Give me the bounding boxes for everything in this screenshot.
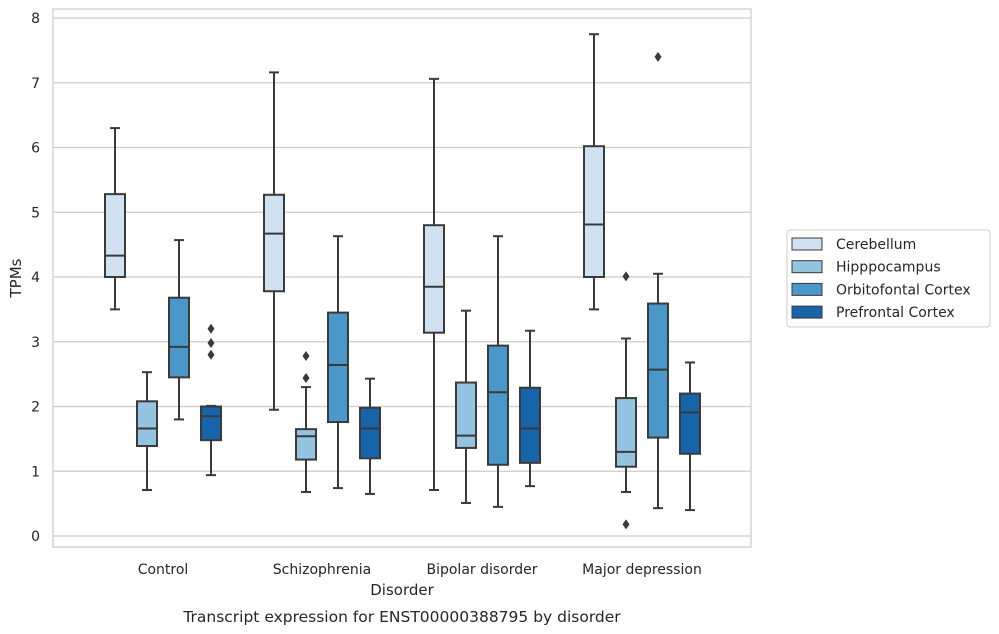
iqr-box xyxy=(519,386,541,464)
iqr-box xyxy=(423,224,445,334)
box-orbitofontal-cortex xyxy=(647,51,669,510)
box-prefrontal-cortex xyxy=(359,377,381,495)
y-axis-title: TPMs xyxy=(7,258,25,298)
y-axis-tick-labels: 0 1 2 3 4 5 6 7 8 xyxy=(31,11,40,545)
legend-label: Hipppocampus xyxy=(836,260,941,276)
box-orbitofontal-cortex xyxy=(487,235,509,508)
iqr-box xyxy=(295,428,317,461)
iqr-box xyxy=(136,400,158,447)
legend: Cerebellum Hipppocampus Orbitofontal Corte… xyxy=(786,229,991,328)
iqr-box xyxy=(263,193,285,293)
legend-swatch xyxy=(791,237,823,251)
y-tick-label: 2 xyxy=(31,400,40,416)
box-hipppocampus xyxy=(136,371,158,492)
iqr-box xyxy=(487,344,509,466)
legend-label: Cerebellum xyxy=(836,237,916,253)
outlier-point xyxy=(654,51,662,62)
y-gridlines xyxy=(53,17,751,537)
outlier-point xyxy=(622,271,630,282)
y-tick-label: 7 xyxy=(31,76,40,92)
iqr-box xyxy=(583,145,605,278)
iqr-box xyxy=(168,296,190,379)
legend-label: Prefrontal Cortex xyxy=(836,305,955,321)
box-orbitofontal-cortex xyxy=(327,235,349,490)
y-tick-label: 5 xyxy=(31,205,40,221)
box-orbitofontal-cortex xyxy=(168,239,190,421)
x-axis-tick-labels: Control Schizophrenia Bipolar disorder Majo… xyxy=(138,562,702,578)
outlier-point xyxy=(207,349,215,360)
x-axis-title: Disorder xyxy=(370,581,434,599)
x-tick-label: Control xyxy=(138,562,189,578)
legend-swatch xyxy=(791,260,823,274)
y-tick-label: 6 xyxy=(31,141,40,157)
box-cerebellum xyxy=(104,127,126,311)
box-cerebellum xyxy=(423,77,445,492)
box-plot-series xyxy=(104,33,701,530)
iqr-box xyxy=(615,397,637,468)
outlier-point xyxy=(622,519,630,530)
plot-area-frame xyxy=(52,8,752,548)
box-prefrontal-cortex xyxy=(200,323,222,477)
y-tick-label: 0 xyxy=(31,529,40,545)
box-hipppocampus xyxy=(615,271,637,530)
legend-swatch xyxy=(791,282,823,296)
outlier-point xyxy=(207,323,215,334)
chart-caption: Transcript expression for ENST0000038879… xyxy=(182,608,621,626)
outlier-point xyxy=(207,338,215,349)
legend-frame xyxy=(786,229,991,328)
iqr-box xyxy=(327,311,349,424)
y-tick-label: 8 xyxy=(31,11,40,27)
y-tick-label: 1 xyxy=(31,464,40,480)
box-prefrontal-cortex xyxy=(519,329,541,488)
box-cerebellum xyxy=(583,33,605,311)
box-hipppocampus xyxy=(455,309,477,504)
box-prefrontal-cortex xyxy=(679,361,701,512)
iqr-box xyxy=(200,405,222,442)
iqr-box xyxy=(679,392,701,455)
box-hipppocampus xyxy=(295,350,317,493)
iqr-box xyxy=(104,193,126,278)
legend-label: Orbitofontal Cortex xyxy=(836,282,971,298)
iqr-box xyxy=(455,381,477,449)
y-tick-label: 3 xyxy=(31,335,40,351)
box-cerebellum xyxy=(263,71,285,411)
x-tick-label: Bipolar disorder xyxy=(426,562,537,578)
y-tick-label: 4 xyxy=(31,270,40,286)
iqr-box xyxy=(359,406,381,460)
x-tick-label: Major depression xyxy=(582,562,702,578)
outlier-point xyxy=(302,350,310,361)
legend-swatch xyxy=(791,305,823,319)
outlier-point xyxy=(302,373,310,384)
x-tick-label: Schizophrenia xyxy=(273,562,371,578)
